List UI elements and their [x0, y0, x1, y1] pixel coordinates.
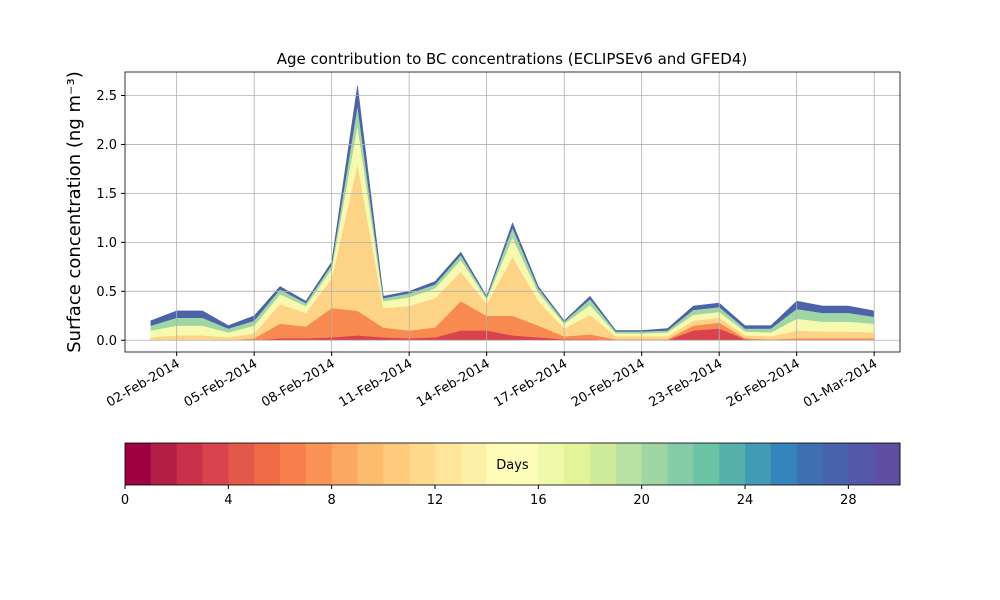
colorbar-swatch	[641, 443, 668, 485]
colorbar-swatch	[615, 443, 643, 485]
x-tick-label: 14-Feb-2014	[414, 356, 493, 410]
colorbar-label: Days	[496, 458, 529, 473]
colorbar-swatch	[383, 443, 410, 485]
colorbar-swatch	[667, 443, 694, 485]
chart-title: Age contribution to BC concentrations (E…	[277, 50, 748, 68]
colorbar-tick-label: 24	[737, 493, 754, 508]
colorbar-tick-label: 4	[224, 493, 232, 508]
colorbar-swatch	[512, 443, 539, 485]
y-tick-label: 2.5	[96, 89, 117, 104]
x-tick-label: 20-Feb-2014	[569, 356, 648, 410]
plot-frame	[124, 71, 901, 353]
colorbar-tick-label: 16	[530, 493, 547, 508]
colorbar-swatch	[874, 443, 901, 485]
x-tick-label: 01-Mar-2014	[801, 356, 880, 410]
colorbar-swatch	[331, 443, 358, 485]
colorbar-swatch	[280, 443, 307, 485]
x-tick-label: 26-Feb-2014	[724, 356, 803, 410]
colorbar-swatch	[745, 443, 772, 485]
colorbar-swatch	[564, 443, 591, 485]
x-tick-label: 23-Feb-2014	[647, 356, 726, 410]
y-tick-label: 0.5	[96, 285, 117, 300]
colorbar-swatch	[848, 443, 875, 485]
x-tick-label: 02-Feb-2014	[104, 356, 183, 410]
colorbar-swatch	[590, 443, 617, 485]
colorbar-swatch	[693, 443, 720, 485]
colorbar-swatch	[409, 443, 436, 485]
colorbar-swatch	[796, 443, 823, 485]
colorbar-swatch	[435, 443, 462, 485]
colorbar-tick-label: 12	[427, 493, 444, 508]
y-tick-label: 1.5	[96, 187, 117, 202]
x-tick-label: 05-Feb-2014	[182, 356, 261, 410]
y-axis-label: Surface concentration (ng m⁻³)	[64, 71, 85, 353]
colorbar-swatch	[822, 443, 849, 485]
colorbar-swatch	[254, 443, 281, 485]
colorbar-tick-label: 8	[328, 493, 336, 508]
colorbar-frame	[124, 442, 901, 486]
colorbar-swatch	[357, 443, 384, 485]
y-tick-label: 2.0	[96, 138, 117, 153]
colorbar-tick-label: 20	[633, 493, 650, 508]
x-tick-label: 11-Feb-2014	[337, 356, 416, 410]
colorbar-swatch	[460, 443, 488, 485]
colorbar-tick-label: 0	[121, 493, 129, 508]
y-tick-label: 1.0	[96, 236, 117, 251]
colorbar-swatch	[125, 443, 152, 485]
colorbar-swatch	[538, 443, 565, 485]
x-tick-label: 08-Feb-2014	[259, 356, 338, 410]
colorbar-swatch	[770, 443, 798, 485]
x-tick-label: 17-Feb-2014	[492, 356, 571, 410]
y-tick-label: 0.0	[96, 334, 117, 349]
colorbar-swatch	[305, 443, 333, 485]
colorbar-swatch	[719, 443, 746, 485]
colorbar-swatch	[150, 443, 178, 485]
colorbar-swatch	[176, 443, 203, 485]
colorbar-swatch	[486, 443, 513, 485]
colorbar-tick-label: 28	[840, 493, 857, 508]
colorbar-swatch	[202, 443, 229, 485]
colorbar-swatch	[228, 443, 255, 485]
